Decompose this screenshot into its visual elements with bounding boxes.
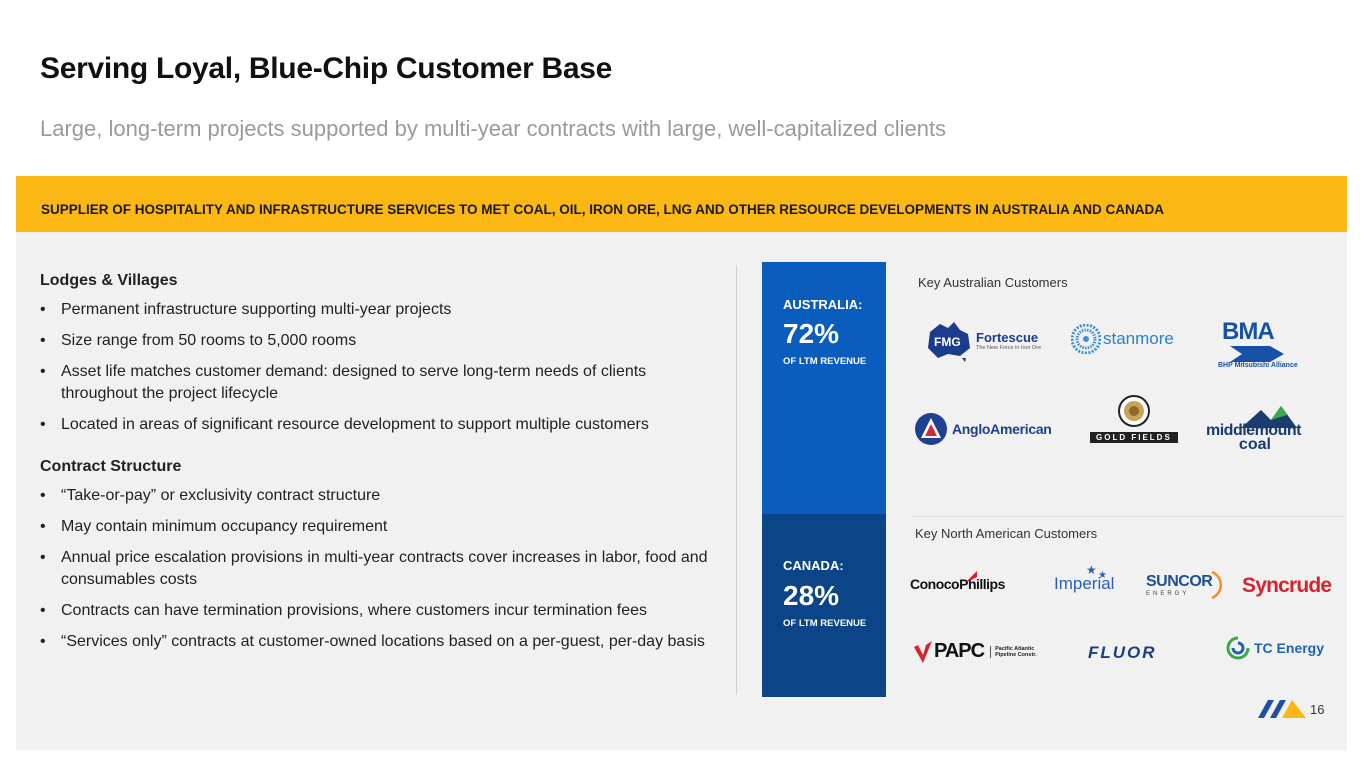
australia-percent: 72% [783, 318, 840, 349]
imperial-logo: ★ ★ Imperial [1054, 562, 1114, 594]
gold-fields-logo: GOLD FIELDS [1090, 394, 1178, 443]
suncor-logo: SUNCOR ENERGY [1146, 570, 1226, 600]
anglo-american-logo: AngloAmerican [914, 412, 1052, 446]
canada-percent: 28% [783, 580, 840, 611]
tc-name: TC Energy [1254, 640, 1325, 656]
stanmore-logo: stanmore [1071, 324, 1174, 354]
syncrude-logo: Syncrude [1242, 574, 1332, 598]
suncor-tagline: ENERGY [1146, 591, 1190, 597]
bma-name: BMA [1222, 318, 1275, 345]
list-item: “Take-or-pay” or exclusivity contract st… [40, 485, 720, 507]
imperial-name: Imperial [1054, 574, 1115, 593]
bma-tagline: BHP Mitsubishi Alliance [1218, 362, 1298, 369]
middlemount-name: middlemount [1206, 422, 1301, 439]
fortescue-name: Fortescue [976, 329, 1039, 345]
page-title: Serving Loyal, Blue-Chip Customer Base [40, 52, 613, 85]
canada-label: CANADA: [783, 558, 844, 573]
lion-emblem-icon [1117, 395, 1150, 427]
list-item: Permanent infrastructure supporting mult… [40, 299, 720, 321]
arrow-icon [1230, 346, 1284, 362]
suncor-name: SUNCOR [1146, 573, 1213, 590]
list-item: Located in areas of significant resource… [40, 414, 720, 436]
canada-caption: OF LTM REVENUE [783, 618, 867, 629]
australia-label: AUSTRALIA: [783, 297, 863, 312]
tc-mark-icon [1226, 636, 1250, 660]
bma-logo: BMA BHP Mitsubishi Alliance [1218, 318, 1298, 369]
stanmore-name: stanmore [1103, 329, 1174, 348]
stars-icon: ★ ★ [1086, 563, 1107, 578]
list-item: Asset life matches customer demand: desi… [40, 361, 720, 405]
lodges-heading: Lodges & Villages [40, 272, 178, 289]
fortescue-logo: FMG Fortescue The New Force in Iron Ore [924, 318, 1041, 362]
mountain-icon [1240, 406, 1297, 428]
page-number: 16 [1310, 702, 1325, 717]
list-item: “Services only” contracts at customer-ow… [40, 631, 720, 653]
list-item: May contain minimum occupancy requiremen… [40, 516, 720, 538]
papc-name: PAPC [934, 640, 985, 662]
papc-tagline-1: Pacific Atlantic [995, 645, 1035, 652]
australian-customers-heading: Key Australian Customers [918, 275, 1068, 290]
fluor-logo: FLUOR [1088, 643, 1157, 663]
svg-text:★: ★ [1086, 563, 1097, 577]
australia-revenue-box: AUSTRALIA: 72% OF LTM REVENUE [762, 262, 886, 514]
canada-revenue-box: CANADA: 28% OF LTM REVENUE [762, 514, 886, 697]
list-item: Annual price escalation provisions in mu… [40, 547, 720, 591]
fluor-name: FLUOR [1088, 643, 1157, 662]
conocophillips-logo: ConocoPhillips [910, 571, 1005, 592]
anglo-name: AngloAmerican [952, 421, 1052, 437]
syncrude-name: Syncrude [1242, 574, 1332, 597]
page-subtitle: Large, long-term projects supported by m… [40, 116, 947, 141]
sunburst-icon [1071, 324, 1101, 354]
papc-tagline-2: Pipeline Constr. [995, 651, 1037, 658]
suncor-arc-icon [1211, 570, 1223, 600]
company-logo-icon [1258, 700, 1306, 718]
australia-map-icon: FMG [928, 322, 970, 362]
section-divider [912, 516, 1344, 517]
anglo-mark-icon [915, 413, 947, 445]
list-item: Size range from 50 rooms to 5,000 rooms [40, 330, 720, 352]
svg-text:★: ★ [1098, 570, 1107, 578]
papc-logo: PAPC Pacific Atlantic Pipeline Constr. [914, 640, 1037, 663]
conoco-name: ConocoPhillips [910, 576, 1005, 592]
australia-caption: OF LTM REVENUE [783, 356, 867, 367]
north-american-customers-heading: Key North American Customers [915, 526, 1098, 541]
svg-text:FMG: FMG [934, 335, 961, 349]
fortescue-tagline: The New Force in Iron Ore [976, 344, 1042, 351]
conoco-mark-icon [964, 571, 977, 583]
contract-heading: Contract Structure [40, 458, 182, 475]
banner-text: SUPPLIER OF HOSPITALITY AND INFRASTRUCTU… [41, 202, 1165, 217]
tc-energy-logo: TC Energy [1226, 636, 1324, 660]
gold-fields-name: GOLD FIELDS [1090, 432, 1178, 443]
lodges-list: Permanent infrastructure supporting mult… [40, 299, 720, 436]
middlemount-coal: coal [1238, 436, 1271, 453]
left-column: Lodges & Villages Permanent infrastructu… [40, 272, 720, 662]
middlemount-logo: middlemount coal [1206, 406, 1301, 454]
contract-list: “Take-or-pay” or exclusivity contract st… [40, 485, 720, 653]
banner: SUPPLIER OF HOSPITALITY AND INFRASTRUCTU… [16, 176, 1347, 232]
column-divider [736, 265, 737, 695]
papc-mark-icon [914, 640, 932, 663]
list-item: Contracts can have termination provision… [40, 600, 720, 622]
